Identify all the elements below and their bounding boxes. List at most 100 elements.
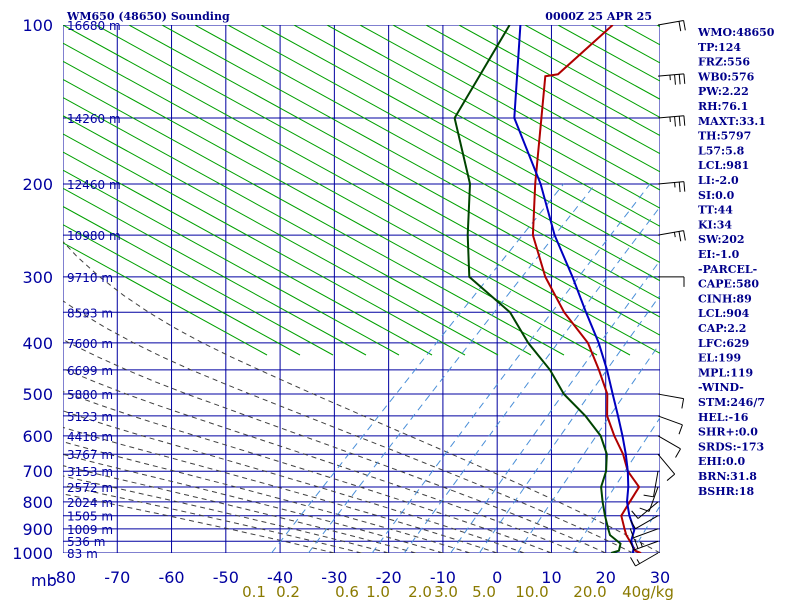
- dry-adiabat-line: [63, 133, 466, 356]
- dry-adiabat-line: [590, 25, 660, 64]
- dry-adiabat-line: [161, 25, 660, 300]
- dry-adiabat-line: [63, 242, 268, 356]
- index-line: STM:246/7: [698, 396, 765, 409]
- mixing-ratio-line: [403, 206, 660, 553]
- index-line: CAP:2.2: [698, 322, 746, 335]
- dry-adiabat-line: [293, 25, 660, 227]
- moist-adiabat-line: [63, 338, 606, 553]
- pressure-unit-label: mb: [31, 571, 57, 590]
- index-line: FRZ:556: [698, 56, 750, 69]
- dry-adiabat-line: [63, 97, 532, 356]
- wind-barb: [657, 393, 685, 409]
- index-line: TP:124: [698, 41, 741, 54]
- mixing-ratio-tick-label: 0.6: [335, 583, 359, 600]
- pressure-tick-label: 900: [22, 520, 53, 539]
- dry-adiabat-line: [557, 25, 660, 82]
- mixing-ratio-grid: [271, 183, 660, 553]
- sounding-curves: [453, 25, 642, 553]
- temperature-tick-label: -10: [430, 568, 456, 587]
- height-label: 83 m: [67, 547, 98, 561]
- moist-adiabat-grid: [63, 240, 660, 553]
- height-label: 12460 m: [67, 178, 121, 192]
- temperature-tick-label: -80: [50, 568, 76, 587]
- wind-barbs: [629, 19, 686, 567]
- height-label: 5123 m: [67, 410, 113, 424]
- moist-adiabat-line: [63, 484, 362, 553]
- mixing-ratio-line: [450, 259, 660, 553]
- index-line: TH:5797: [698, 130, 751, 143]
- wind-barb: [657, 181, 686, 193]
- mixing-ratio-tick-label: 2.0: [408, 583, 432, 600]
- pressure-tick-label: 500: [22, 385, 53, 404]
- index-line: RH:76.1: [698, 100, 748, 113]
- dry-adiabat-line: [63, 169, 400, 356]
- index-line: BRN:31.8: [698, 470, 757, 483]
- wind-barb: [639, 486, 659, 512]
- moist-adiabat-line: [63, 367, 579, 553]
- dry-adiabat-line: [63, 115, 499, 356]
- index-line: PW:2.22: [698, 85, 749, 98]
- pressure-tick-label: 100: [22, 16, 53, 35]
- index-line: LCL:981: [698, 159, 749, 172]
- dry-adiabat-line: [63, 151, 433, 356]
- dry-adiabat-line: [524, 25, 660, 100]
- moist-adiabat-line: [63, 465, 416, 553]
- height-labels: 16680 m 14260 m 12460 m 10980 m 9710 m 8593 m…: [67, 19, 121, 561]
- temperature-tick-label: -30: [321, 568, 347, 587]
- chart-time: 0000Z 25 APR 25: [545, 10, 652, 23]
- mixing-ratio-line: [371, 183, 651, 553]
- index-line: MPL:119: [698, 366, 753, 379]
- height-label: 3153 m: [67, 465, 113, 479]
- wind-barb: [657, 415, 683, 435]
- moist-adiabat-line: [63, 426, 498, 553]
- wind-barb: [631, 501, 659, 519]
- temperature-tick-label: 30: [650, 568, 670, 587]
- dry-adiabat-line: [326, 25, 660, 209]
- dry-adiabat-grid: [63, 25, 800, 356]
- height-label: 9710 m: [67, 271, 113, 285]
- dry-adiabat-line: [63, 25, 660, 354]
- mixing-ratio-line: [271, 183, 564, 553]
- mixing-ratio-tick-label: 1.0: [366, 583, 390, 600]
- pressure-tick-label: 800: [22, 493, 53, 512]
- dry-adiabat-line: [95, 25, 660, 336]
- index-line: SI:0.0: [698, 189, 735, 202]
- index-line: HEL:-16: [698, 411, 749, 424]
- index-line: -WIND-: [698, 381, 744, 394]
- temperature-tick-label: -50: [213, 568, 239, 587]
- moist-adiabat-line: [63, 410, 525, 553]
- mixing-ratio-axis: 0.1 0.2 0.6 1.0 2.0 3.0 5.0 10.0 20.0 40g/kg: [242, 583, 674, 600]
- height-label: 7600 m: [67, 337, 113, 351]
- pressure-tick-label: 200: [22, 175, 53, 194]
- wind-barb: [657, 230, 686, 242]
- index-line: SW:202: [698, 233, 745, 246]
- dry-adiabat-line: [260, 25, 660, 246]
- index-line: EL:199: [698, 352, 741, 365]
- height-label: 5880 m: [67, 388, 113, 402]
- index-line: LFC:629: [698, 337, 749, 350]
- index-line: CAPE:580: [698, 278, 759, 291]
- dry-adiabat-line: [227, 25, 660, 264]
- mixing-ratio-tick-label: 0.1: [242, 583, 266, 600]
- wind-barb: [657, 115, 686, 127]
- height-label: 1505 m: [67, 510, 113, 524]
- pressure-axis: 100 200 300 400 500 600 700 800 900 1000 mb: [12, 16, 56, 590]
- dry-adiabat-line: [63, 205, 334, 356]
- wind-barb: [643, 471, 659, 498]
- height-label: 6699 m: [67, 364, 113, 378]
- dry-adiabat-line: [359, 25, 660, 191]
- index-line: LCL:904: [698, 307, 750, 320]
- wind-barb: [657, 453, 676, 481]
- dry-adiabat-line: [63, 224, 301, 356]
- wind-barb: [657, 19, 686, 32]
- mixing-ratio-tick-label: 3.0: [434, 583, 458, 600]
- temperature-tick-label: 10: [541, 568, 561, 587]
- mixing-ratio-line: [478, 294, 660, 553]
- parcel-curve: [513, 25, 636, 553]
- dry-adiabat-line: [789, 25, 800, 355]
- dry-adiabat-line: [425, 25, 660, 155]
- wind-barb: [630, 552, 659, 567]
- mixing-ratio-line: [571, 416, 660, 553]
